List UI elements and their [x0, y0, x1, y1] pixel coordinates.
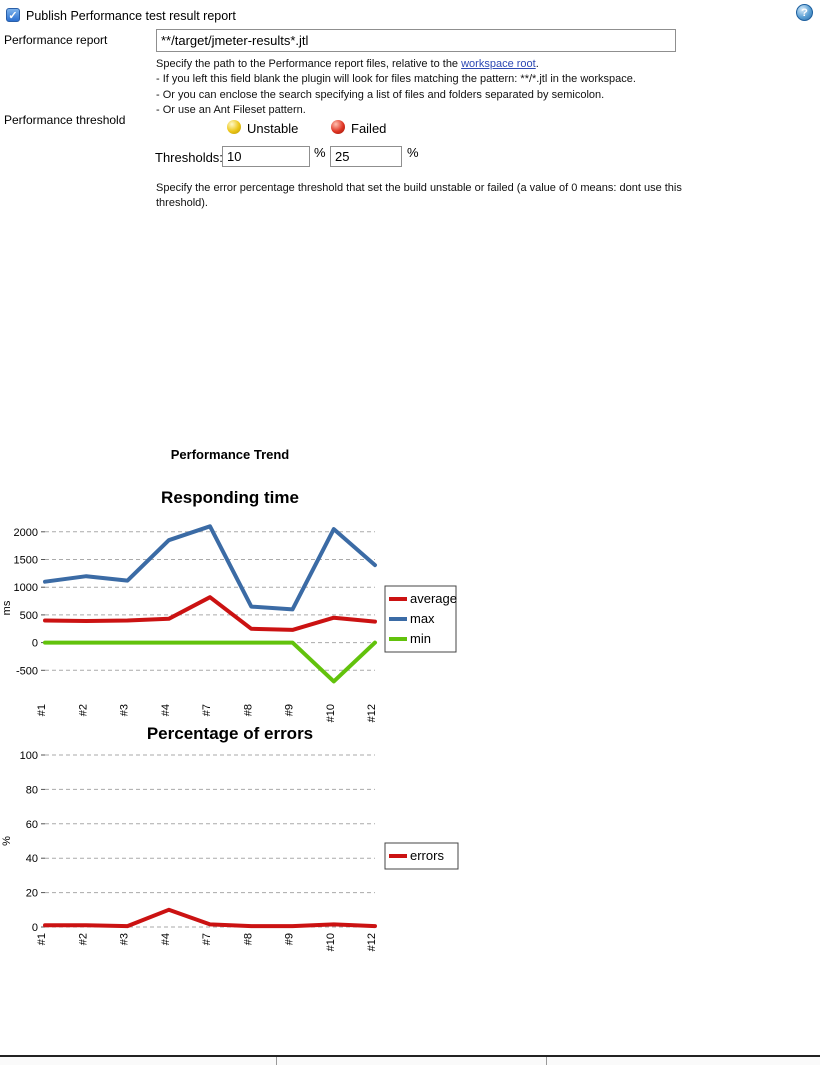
percentage-of-errors-chart-canvas: 0 20 40 60 80 100 #1 #2 #3 #4 #7 #8 #9 #10 #12% errors [1, 750, 459, 951]
report-help-line1: Specify the path to the Performance repo… [156, 57, 696, 72]
report-help-line1-suffix: . [535, 58, 539, 70]
svg-text:#7: #7 [201, 704, 213, 716]
report-help-line3: - Or you can enclose the search specifyi… [156, 88, 605, 101]
svg-text:#8: #8 [242, 933, 254, 945]
footer-table-cell [546, 1057, 820, 1065]
report-help-line4: - Or use an Ant Fileset pattern. [156, 104, 306, 117]
svg-text:60: 60 [26, 819, 38, 831]
performance-trend-title: Performance Trend [170, 447, 290, 462]
unstable-label: Unstable [247, 121, 299, 136]
svg-text:1000: 1000 [14, 582, 38, 594]
report-help-line2: - If you left this field blank the plugi… [156, 73, 636, 86]
svg-text:20: 20 [26, 888, 38, 900]
svg-text:#12: #12 [366, 933, 378, 951]
svg-text:#8: #8 [242, 704, 254, 716]
report-label: Performance report [4, 33, 108, 47]
svg-text:max: max [410, 611, 435, 626]
svg-text:#3: #3 [119, 704, 131, 716]
footer-table [0, 1055, 820, 1065]
svg-text:errors: errors [410, 848, 444, 863]
unstable-ball-icon [227, 120, 241, 134]
threshold-help: Specify the error percentage threshold t… [156, 182, 682, 210]
svg-text:#9: #9 [284, 933, 296, 945]
responding-time-chart: Responding time -500 0 500 1000 1500 2000 #1 #2… [0, 488, 470, 744]
report-path-input[interactable] [156, 29, 676, 52]
svg-text:#2: #2 [77, 704, 89, 716]
svg-text:#1: #1 [36, 933, 48, 945]
svg-text:80: 80 [26, 784, 38, 796]
unstable-threshold-input[interactable] [222, 146, 310, 167]
responding-time-chart-title: Responding time [161, 488, 299, 507]
footer-table-cell [276, 1057, 546, 1065]
svg-text:2000: 2000 [14, 527, 38, 539]
svg-text:0: 0 [32, 922, 38, 934]
svg-text:0: 0 [32, 638, 38, 650]
svg-text:#12: #12 [366, 704, 378, 722]
percentage-of-errors-chart-title: Percentage of errors [146, 724, 314, 743]
report-help: Specify the path to the Performance repo… [156, 57, 696, 119]
svg-text:100: 100 [20, 750, 38, 762]
svg-text:#10: #10 [325, 704, 337, 722]
responding-time-chart-canvas: -500 0 500 1000 1500 2000 #1 #2 #3 #4 #7 #8 #9 #10 #12… [1, 524, 457, 722]
svg-text:#10: #10 [325, 933, 337, 951]
svg-text:#3: #3 [119, 933, 131, 945]
svg-text:-500: -500 [16, 665, 38, 677]
failed-ball-icon [331, 120, 345, 134]
svg-text:#2: #2 [77, 933, 89, 945]
svg-text:%: % [1, 836, 13, 846]
svg-text:#1: #1 [36, 704, 48, 716]
svg-text:#4: #4 [160, 704, 172, 716]
svg-text:40: 40 [26, 853, 38, 865]
workspace-root-link[interactable]: workspace root [461, 58, 536, 70]
report-help-line1-prefix: Specify the path to the Performance repo… [156, 58, 462, 70]
percentage-of-errors-chart: Percentage of errors 0 20 40 60 80 100 #1 #2 #3 #… [0, 724, 470, 981]
svg-text:#7: #7 [201, 933, 213, 945]
svg-text:min: min [410, 631, 431, 646]
footer-table-cell [0, 1057, 276, 1065]
unstable-percent-label: % [314, 145, 326, 160]
threshold-label: Performance threshold [4, 113, 126, 127]
svg-text:#9: #9 [284, 704, 296, 716]
failed-percent-label: % [407, 145, 419, 160]
failed-label: Failed [351, 121, 387, 136]
svg-text:average: average [410, 591, 457, 606]
publish-label: Publish Performance test result report [26, 9, 236, 23]
svg-text:ms: ms [1, 600, 13, 615]
svg-text:#4: #4 [160, 933, 172, 945]
help-icon[interactable]: ? [796, 4, 813, 21]
publish-checkbox[interactable]: ✓ [6, 8, 20, 22]
svg-text:1500: 1500 [14, 555, 38, 567]
thresholds-label: Thresholds: [155, 150, 223, 165]
svg-text:500: 500 [20, 610, 38, 622]
failed-threshold-input[interactable] [330, 146, 402, 167]
